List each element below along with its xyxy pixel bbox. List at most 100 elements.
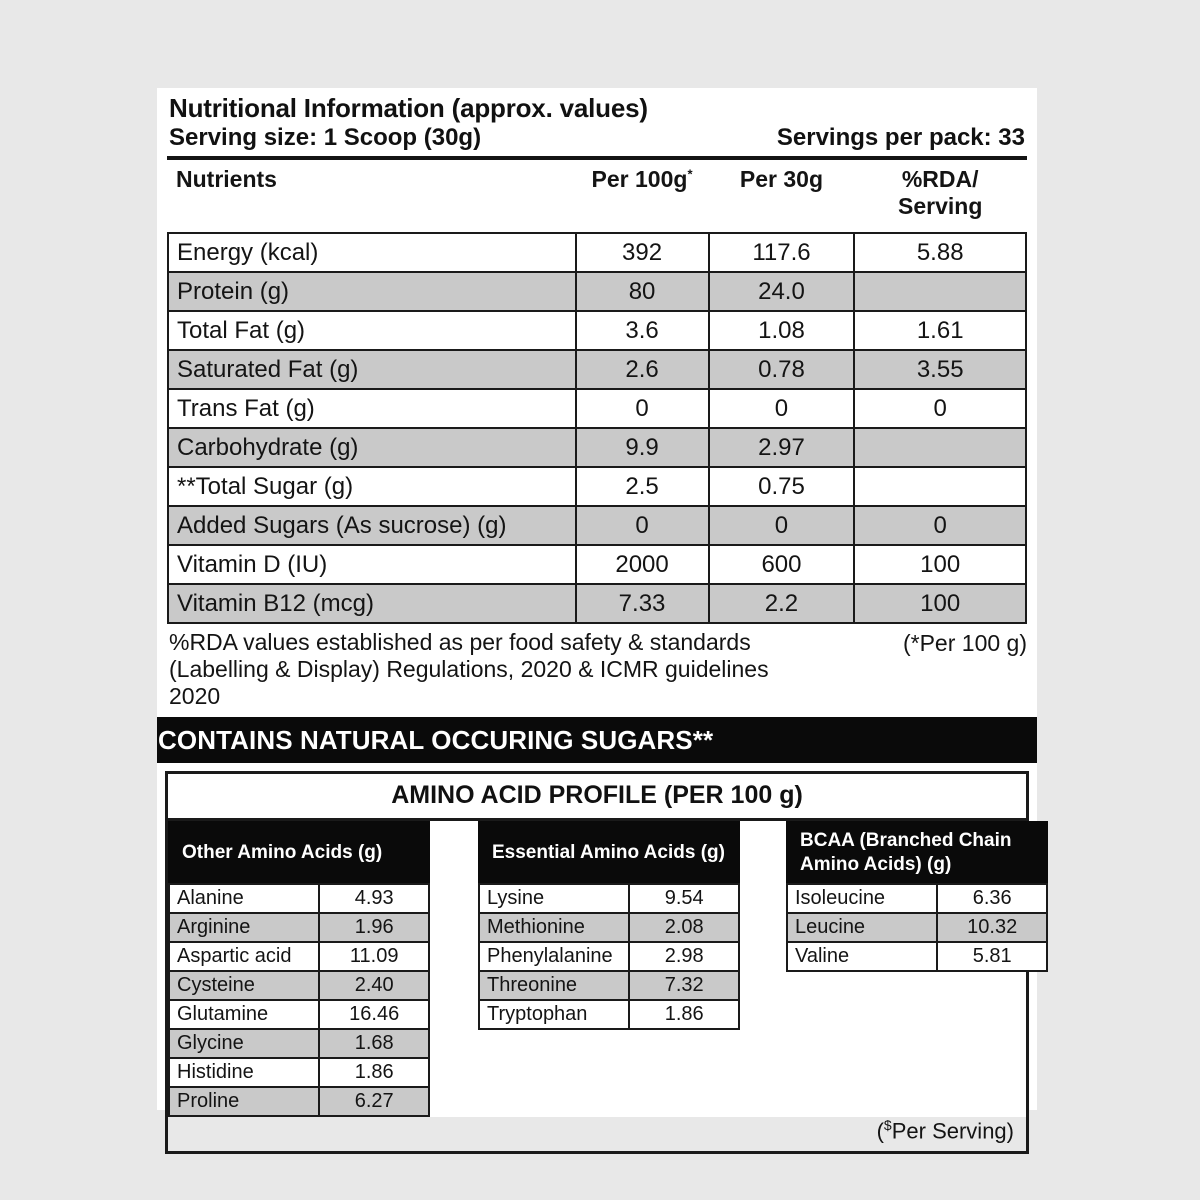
amino-value-cell: 11.09 bbox=[318, 941, 430, 973]
amino-value-cell: 4.93 bbox=[318, 883, 430, 915]
amino-value-cell: 5.81 bbox=[936, 941, 1048, 973]
rda-cell: 100 bbox=[853, 543, 1027, 585]
rda-cell: 5.88 bbox=[853, 231, 1027, 273]
per-30g-cell: 0 bbox=[707, 504, 856, 546]
rda-cell bbox=[853, 426, 1027, 468]
amino-row: Methionine 2.08 bbox=[477, 912, 740, 944]
amino-group-essential-table-wrapper: Lysine 9.54 Methionine 2.08 Phenylalanine 2.9… bbox=[477, 883, 740, 1031]
table-row: Carbohydrate (g) 9.9 2.97 bbox=[167, 426, 1027, 468]
amino-row: Lysine 9.54 bbox=[477, 883, 740, 915]
amino-name-cell: Valine bbox=[785, 941, 939, 973]
amino-value-cell: 16.46 bbox=[318, 999, 430, 1031]
amino-row: Histidine 1.86 bbox=[167, 1057, 430, 1089]
rda-cell bbox=[853, 465, 1027, 507]
amino-name-cell: Isoleucine bbox=[785, 883, 939, 915]
per-30g-cell: 1.08 bbox=[707, 309, 856, 351]
rda-cell: 1.61 bbox=[853, 309, 1027, 351]
nutrient-name-cell: Trans Fat (g) bbox=[167, 387, 577, 429]
amino-group-other-heading: Other Amino Acids (g) bbox=[168, 821, 430, 884]
nutrition-table-head: Nutrients Per 100g* Per 30g %RDA/ Servin… bbox=[168, 159, 1026, 233]
amino-name-cell: Aspartic acid bbox=[167, 941, 321, 973]
amino-acid-profile-section: AMINO ACID PROFILE (PER 100 g) Other Ami… bbox=[165, 771, 1048, 1154]
table-row: Total Fat (g) 3.6 1.08 1.61 bbox=[167, 309, 1027, 351]
amino-acid-groups: Other Amino Acids (g) Alanine 4.93 Arginin… bbox=[167, 821, 1048, 1118]
nutrient-name-cell: Vitamin B12 (mcg) bbox=[167, 582, 577, 624]
rda-footnote-text: %RDA values established as per food safe… bbox=[169, 628, 769, 709]
per-30g-cell: 0.75 bbox=[707, 465, 856, 507]
nutrient-name-cell: Vitamin D (IU) bbox=[167, 543, 577, 585]
column-header-per-30g: Per 30g bbox=[708, 159, 855, 233]
per-30g-cell: 117.6 bbox=[707, 231, 856, 273]
per-100g-cell: 392 bbox=[574, 231, 710, 273]
table-row: Vitamin B12 (mcg) 7.33 2.2 100 bbox=[167, 582, 1027, 624]
nutrition-table-body: Energy (kcal) 392 117.6 5.88 Protein (g) 80 24… bbox=[167, 231, 1027, 624]
amino-row: Proline 6.27 bbox=[167, 1086, 430, 1118]
amino-name-cell: Methionine bbox=[477, 912, 631, 944]
per-100g-cell: 0 bbox=[574, 504, 710, 546]
nutrition-table-wrapper: Nutrients Per 100g* Per 30g %RDA/ Servin… bbox=[157, 159, 1037, 624]
footnote-row: %RDA values established as per food safe… bbox=[157, 624, 1037, 714]
rda-cell: 100 bbox=[853, 582, 1027, 624]
table-row: Saturated Fat (g) 2.6 0.78 3.55 bbox=[167, 348, 1027, 390]
amino-value-cell: 6.27 bbox=[318, 1086, 430, 1118]
per-100g-cell: 9.9 bbox=[574, 426, 710, 468]
amino-table-bcaa: Isoleucine 6.36 Leucine 10.32 Valine 5.81 bbox=[785, 883, 1048, 973]
amino-row: Aspartic acid 11.09 bbox=[167, 941, 430, 973]
per-100g-cell: 80 bbox=[574, 270, 710, 312]
amino-value-cell: 1.86 bbox=[628, 999, 740, 1031]
per-100g-cell: 2000 bbox=[574, 543, 710, 585]
amino-row: Leucine 10.32 bbox=[785, 912, 1048, 944]
amino-group-essential: Essential Amino Acids (g) Lysine 9.54 Meth… bbox=[477, 821, 740, 1031]
table-row: **Total Sugar (g) 2.5 0.75 bbox=[167, 465, 1027, 507]
amino-row: Cysteine 2.40 bbox=[167, 970, 430, 1002]
amino-value-cell: 2.98 bbox=[628, 941, 740, 973]
per-100g-footnote-text: (*Per 100 g) bbox=[902, 629, 1027, 656]
per-100g-cell: 3.6 bbox=[574, 309, 710, 351]
nutrient-name-cell: Saturated Fat (g) bbox=[167, 348, 577, 390]
nutrient-name-cell: Protein (g) bbox=[167, 270, 577, 312]
amino-name-cell: Phenylalanine bbox=[477, 941, 631, 973]
column-header-rda: %RDA/ Serving bbox=[854, 159, 1026, 233]
natural-sugars-banner: CONTAINS NATURAL OCCURING SUGARS** bbox=[157, 717, 1037, 764]
table-row: Vitamin D (IU) 2000 600 100 bbox=[167, 543, 1027, 585]
amino-table-bcaa-body: Isoleucine 6.36 Leucine 10.32 Valine 5.81 bbox=[785, 883, 1048, 973]
per-100g-cell: 2.5 bbox=[574, 465, 710, 507]
nutrition-label-card: Nutritional Information (approx. values)… bbox=[157, 88, 1048, 1154]
amino-row: Alanine 4.93 bbox=[167, 883, 430, 915]
amino-value-cell: 1.96 bbox=[318, 912, 430, 944]
per-30g-cell: 0.78 bbox=[707, 348, 856, 390]
amino-acid-profile-title: AMINO ACID PROFILE (PER 100 g) bbox=[168, 774, 1026, 822]
amino-row: Isoleucine 6.36 bbox=[785, 883, 1048, 915]
amino-value-cell: 9.54 bbox=[628, 883, 740, 915]
nutrient-name-cell: Total Fat (g) bbox=[167, 309, 577, 351]
amino-name-cell: Proline bbox=[167, 1086, 321, 1118]
servings-per-pack-text: Servings per pack: 33 bbox=[776, 124, 1025, 152]
amino-group-bcaa: BCAA (Branched Chain Amino Acids) (g) Is… bbox=[785, 821, 1048, 973]
per-30g-cell: 2.2 bbox=[707, 582, 856, 624]
rda-cell bbox=[853, 270, 1027, 312]
amino-row: Glycine 1.68 bbox=[167, 1028, 430, 1060]
nutrition-table: Nutrients Per 100g* Per 30g %RDA/ Servin… bbox=[167, 159, 1027, 624]
per-serving-note-prefix: ( bbox=[876, 1118, 884, 1144]
rda-cell: 3.55 bbox=[853, 348, 1027, 390]
rda-header-line1: %RDA/ bbox=[901, 165, 979, 192]
amino-value-cell: 6.36 bbox=[936, 883, 1048, 915]
nutrient-name-cell: Carbohydrate (g) bbox=[167, 426, 577, 468]
per-100g-cell: 7.33 bbox=[574, 582, 710, 624]
amino-row: Valine 5.81 bbox=[785, 941, 1048, 973]
amino-name-cell: Threonine bbox=[477, 970, 631, 1002]
amino-row: Glutamine 16.46 bbox=[167, 999, 430, 1031]
column-header-per-100g-label: Per 100g bbox=[591, 165, 688, 192]
amino-table-other: Alanine 4.93 Arginine 1.96 Aspartic acid 11.0… bbox=[167, 883, 430, 1118]
column-header-nutrients: Nutrients bbox=[168, 159, 576, 233]
table-header-row: Nutrients Per 100g* Per 30g %RDA/ Servin… bbox=[168, 159, 1026, 233]
serving-summary-row: Serving size: 1 Scoop (30g) Servings per… bbox=[169, 124, 1025, 152]
amino-name-cell: Tryptophan bbox=[477, 999, 631, 1031]
amino-group-other-table-wrapper: Alanine 4.93 Arginine 1.96 Aspartic acid 11.0… bbox=[167, 883, 430, 1118]
per-100g-footnote-marker: * bbox=[687, 166, 693, 182]
amino-value-cell: 1.68 bbox=[318, 1028, 430, 1060]
amino-value-cell: 10.32 bbox=[936, 912, 1048, 944]
rda-cell: 0 bbox=[853, 387, 1027, 429]
per-serving-note: ($Per Serving) bbox=[168, 1117, 1026, 1150]
amino-value-cell: 2.40 bbox=[318, 970, 430, 1002]
